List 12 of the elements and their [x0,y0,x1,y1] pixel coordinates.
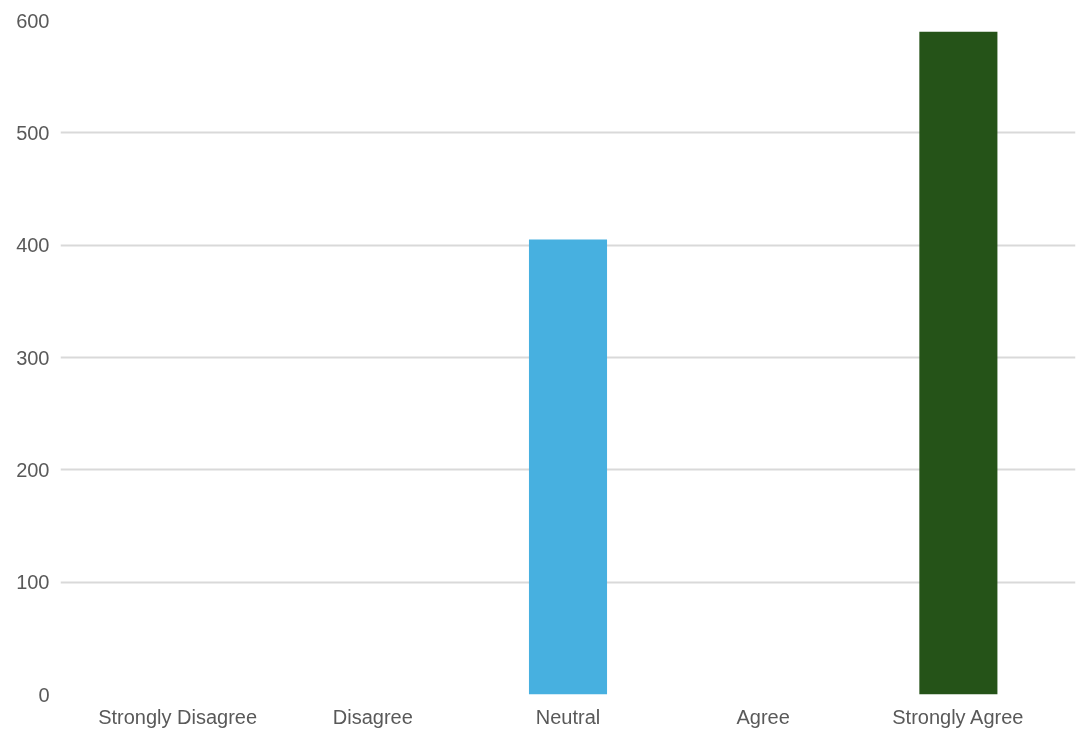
y-tick-label: 500 [16,121,50,144]
y-tick-label: 0 [38,683,50,706]
x-tick-label: Strongly Disagree [98,705,258,728]
y-tick-label: 600 [16,9,50,32]
y-tick-label: 100 [16,571,50,594]
y-tick-label: 400 [16,234,50,257]
x-tick-label: Neutral [535,705,601,728]
y-tick-label: 200 [16,458,50,481]
y-tick-label: 300 [16,346,50,369]
x-tick-label: Disagree [332,705,413,728]
x-tick-label: Agree [736,705,790,728]
x-tick-label: Strongly Agree [892,705,1024,728]
